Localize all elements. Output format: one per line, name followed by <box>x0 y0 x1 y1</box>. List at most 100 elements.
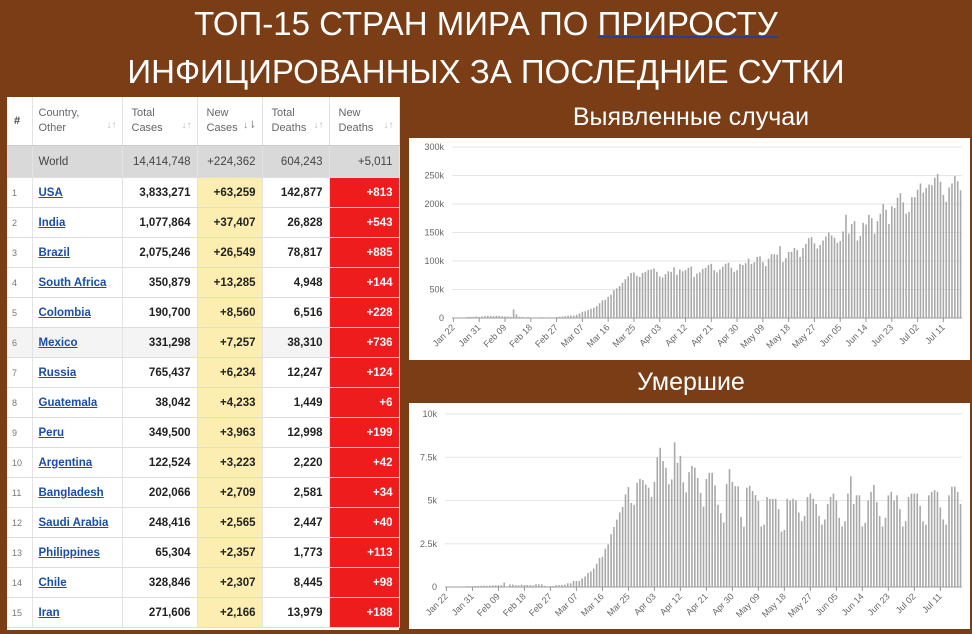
row-index-cell: 5 <box>7 297 33 328</box>
bar <box>798 512 800 587</box>
country-link[interactable]: Brazil <box>38 246 70 259</box>
bar <box>913 493 916 587</box>
country-link[interactable]: Peru <box>38 426 65 439</box>
cases-chart: 0 50k 100k 150k 200k 250k 300k Jan 22 Jan 31 Feb … <box>409 138 970 360</box>
header-new-deaths-line2: Deaths <box>338 122 374 134</box>
table-row: 1 USA 3,833,271 +63,259 142,877 +813 <box>7 177 400 208</box>
header-country[interactable]: Country, Other ↓↑ <box>32 97 123 146</box>
bar <box>699 272 701 318</box>
new-cases-cell: +2,307 <box>197 567 263 598</box>
bar <box>659 447 661 587</box>
bar <box>825 236 827 318</box>
bar <box>598 558 601 587</box>
bar <box>604 299 607 318</box>
new-deaths-cell: +113 <box>329 537 400 568</box>
bar <box>856 240 859 318</box>
x-tick-label: Jan 31 <box>450 591 476 617</box>
total-deaths-cell: 2,581 <box>262 477 330 508</box>
header-idx-label: # <box>14 114 21 127</box>
country-link[interactable]: Philippines <box>38 546 100 559</box>
bar <box>564 584 566 587</box>
country-link[interactable]: Bangladesh <box>38 486 104 499</box>
header-new-cases[interactable]: New Cases ↓⇂ <box>197 97 263 146</box>
bar <box>587 310 589 318</box>
bar <box>722 522 725 587</box>
bar <box>664 274 667 318</box>
bar <box>604 548 607 587</box>
bar <box>885 209 887 318</box>
header-country-line2: Other <box>38 122 67 134</box>
bar <box>818 516 820 587</box>
table-row: 6 Mexico 331,298 +7,257 38,310 +736 <box>7 327 400 358</box>
header-idx[interactable]: # <box>7 97 33 146</box>
bar <box>507 316 509 318</box>
country-link[interactable]: Chile <box>38 576 67 589</box>
row-index-cell: 10 <box>7 447 33 478</box>
bar <box>601 300 604 318</box>
bar <box>555 316 558 318</box>
bar <box>477 585 480 587</box>
sort-active-icon: ↓⇂ <box>243 120 257 131</box>
y-tick-label: 150k <box>424 228 444 238</box>
bar <box>884 517 887 587</box>
bar <box>523 585 526 587</box>
country-link[interactable]: India <box>38 216 66 229</box>
country-link[interactable]: Argentina <box>38 456 93 469</box>
bar <box>736 270 738 318</box>
bar <box>702 506 705 587</box>
bar <box>512 584 514 587</box>
header-new-deaths-line1: New <box>338 107 361 119</box>
bar <box>777 509 780 587</box>
bar <box>480 585 482 587</box>
table-row: 11 Bangladesh 202,066 +2,709 2,581 +34 <box>7 477 400 508</box>
bar <box>601 556 604 587</box>
bar <box>830 235 833 318</box>
total-cases-cell: 328,846 <box>122 567 198 598</box>
country-link[interactable]: Saudi Arabia <box>38 516 109 529</box>
bar <box>789 500 791 587</box>
new-deaths-cell: +188 <box>329 597 400 628</box>
bar <box>662 461 664 587</box>
country-link[interactable]: Russia <box>38 366 77 379</box>
total-cases-cell: 350,879 <box>122 267 198 298</box>
bar <box>552 586 555 587</box>
bar <box>465 586 468 587</box>
country-link[interactable]: South Africa <box>38 276 107 289</box>
x-tick-label: Jun 14 <box>843 322 869 348</box>
country-link[interactable]: USA <box>38 186 63 199</box>
bar <box>624 494 627 587</box>
bar <box>665 467 667 587</box>
bar <box>724 263 727 318</box>
bar <box>607 296 609 318</box>
country-link-cell: Peru <box>32 417 123 448</box>
bar <box>896 197 899 318</box>
bar <box>452 317 455 319</box>
header-total-cases[interactable]: Total Cases ↓↑ <box>122 97 198 146</box>
bar <box>760 526 763 587</box>
total-cases-cell: 65,304 <box>122 537 198 568</box>
country-link[interactable]: Colombia <box>38 306 91 319</box>
bar <box>852 503 855 587</box>
country-link[interactable]: Mexico <box>38 336 78 349</box>
country-link[interactable]: Guatemala <box>38 396 98 409</box>
header-new-deaths[interactable]: New Deaths ↓↑ <box>329 97 400 146</box>
total-cases-cell: 271,606 <box>122 597 198 628</box>
bar <box>959 503 962 587</box>
x-tick-label: Jan 31 <box>456 322 482 348</box>
y-tick-label: 0 <box>439 313 444 323</box>
bar <box>707 264 710 318</box>
bar <box>593 307 595 318</box>
bar <box>461 317 463 319</box>
new-cases-cell: +7,257 <box>197 327 263 358</box>
bar <box>956 181 959 318</box>
bar <box>678 269 681 318</box>
x-tick-label: May 18 <box>764 322 792 350</box>
bar <box>835 500 838 587</box>
table-row: 13 Philippines 65,304 +2,357 1,773 +113 <box>7 537 400 568</box>
header-total-deaths[interactable]: Total Deaths ↓↑ <box>262 97 330 146</box>
bar <box>488 585 491 587</box>
country-link[interactable]: Iran <box>38 606 60 619</box>
new-cases-cell: +13,285 <box>197 267 263 298</box>
bar <box>816 248 819 318</box>
bar <box>532 585 534 587</box>
